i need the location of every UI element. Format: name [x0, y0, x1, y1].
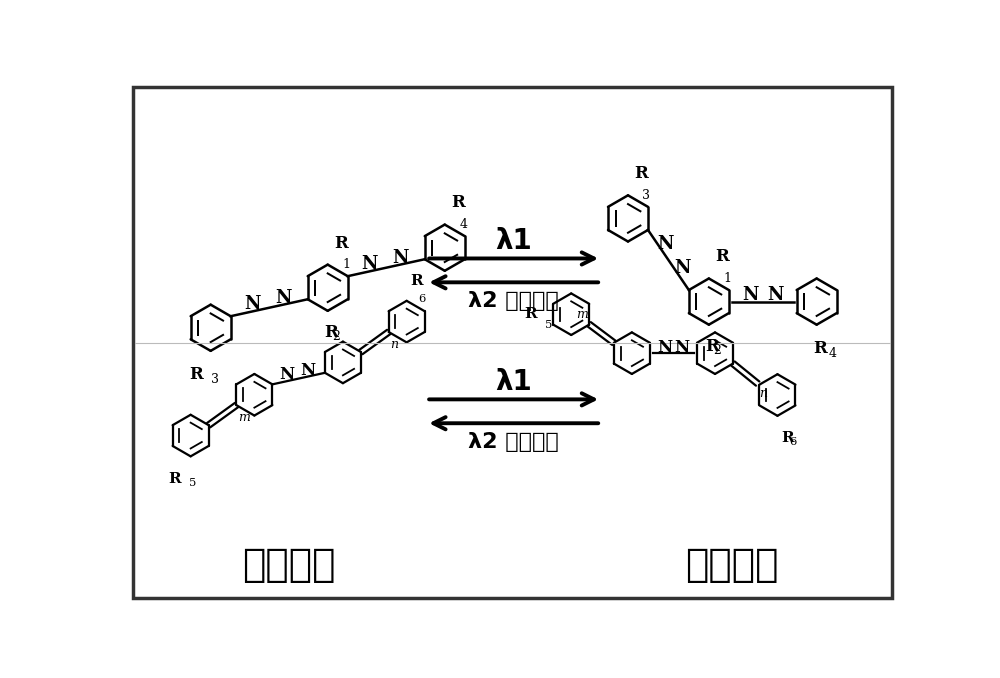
Text: R: R: [525, 307, 537, 321]
Text: R: R: [634, 165, 648, 182]
Text: m: m: [576, 308, 588, 321]
Text: 1: 1: [342, 258, 350, 271]
Text: λ1: λ1: [495, 226, 532, 255]
Text: N: N: [244, 296, 261, 313]
Text: 1: 1: [723, 272, 731, 285]
Text: 4: 4: [459, 218, 467, 231]
Text: N: N: [300, 362, 315, 379]
Text: λ2 或热弛豫: λ2 或热弛豫: [468, 432, 559, 452]
Text: 6: 6: [418, 294, 425, 304]
Text: 失活状态: 失活状态: [685, 546, 779, 584]
Text: 2: 2: [713, 344, 721, 357]
Text: R: R: [814, 340, 827, 357]
Text: 3: 3: [211, 373, 219, 386]
Text: N: N: [361, 256, 378, 273]
Text: N: N: [742, 285, 759, 304]
Text: 5: 5: [545, 320, 552, 330]
Text: n: n: [759, 386, 767, 399]
Text: 2: 2: [332, 330, 340, 343]
Text: 6: 6: [789, 437, 796, 447]
Text: R: R: [715, 248, 729, 265]
Text: 活性状态: 活性状态: [242, 546, 336, 584]
Text: R: R: [451, 195, 465, 212]
Text: N: N: [767, 285, 783, 304]
Text: R: R: [781, 431, 794, 445]
Text: N: N: [658, 235, 674, 253]
Text: N: N: [279, 366, 294, 383]
Text: N: N: [658, 338, 673, 355]
Text: R: R: [324, 324, 338, 341]
Text: n: n: [390, 338, 398, 351]
Text: N: N: [674, 259, 691, 277]
Text: m: m: [238, 412, 250, 424]
Text: N: N: [392, 249, 408, 266]
Text: 4: 4: [829, 346, 837, 359]
Text: 5: 5: [189, 478, 196, 487]
Text: R: R: [705, 338, 719, 355]
Text: R: R: [410, 274, 423, 287]
Text: 3: 3: [642, 188, 650, 201]
Text: λ1: λ1: [495, 367, 532, 396]
Text: λ2 或热弛豫: λ2 或热弛豫: [468, 291, 559, 311]
Text: R: R: [334, 235, 348, 252]
Text: N: N: [674, 338, 689, 355]
Text: R: R: [169, 472, 181, 485]
Text: R: R: [189, 366, 203, 383]
Text: N: N: [275, 289, 291, 306]
